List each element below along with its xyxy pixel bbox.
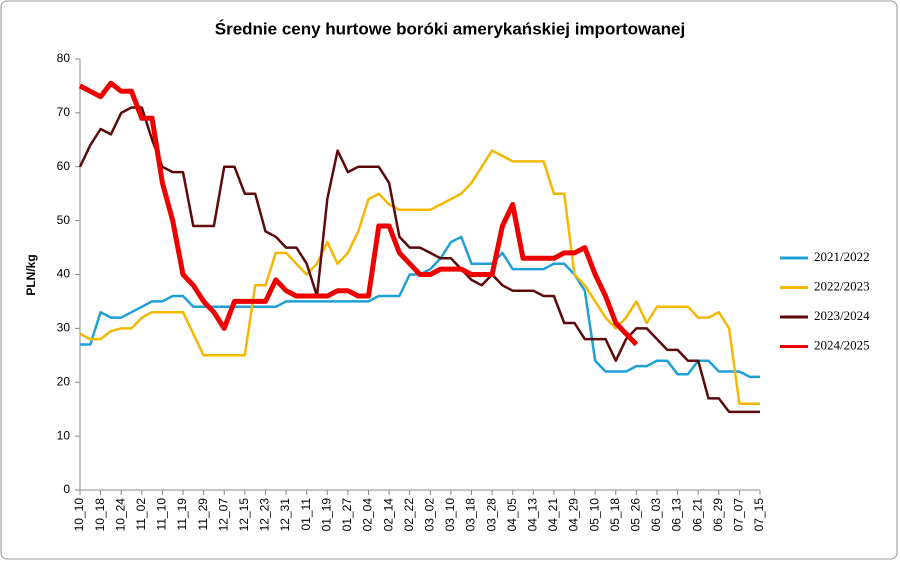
x-tick-label: 10_10 [72,498,86,532]
x-tick-label: 02_04 [361,498,375,532]
legend-label: 2023/2024 [814,308,870,323]
x-tick-label: 11_02 [134,498,148,531]
x-tick-label: 05_18 [608,498,622,532]
x-tick-label: 02_14 [381,498,395,532]
series-line [78,80,639,347]
y-tick-label: 30 [57,321,71,335]
x-tick-label: 04_21 [546,498,560,532]
x-tick-label: 06_21 [690,498,704,532]
x-tick-label: 05_26 [629,498,643,532]
x-tick-label: 11_19 [175,498,189,531]
legend: 2021/2022 2022/2023 2023/2024 2024/2025 [780,249,870,352]
x-tick-label: 10_24 [113,498,127,532]
legend-label: 2022/2023 [814,278,870,293]
x-tick-label: 01_11 [299,498,313,531]
x-tick-label: 11_10 [155,498,169,531]
x-tick-label: 12_15 [237,498,251,532]
x-tick-label: 12_23 [258,498,272,532]
y-tick-label: 20 [57,374,71,388]
x-tick-label: 03_28 [484,498,498,532]
legend-label: 2024/2025 [814,337,870,352]
y-tick-label: 60 [57,159,71,173]
x-tick-label: 11_29 [196,498,210,531]
y-tick-label: 70 [57,105,71,119]
x-tick-label: 10_18 [93,498,107,532]
x-tick-label: 01_19 [319,498,333,532]
y-tick-label: 40 [57,267,71,281]
x-tick-label: 06_03 [649,498,663,532]
x-tick-label: 04_05 [505,498,519,532]
x-tick-label: 12_31 [278,498,292,532]
x-tick-label: 03_18 [464,498,478,532]
legend-label: 2021/2022 [814,249,870,264]
x-tick-label: 02_22 [402,498,416,532]
x-tick-label: 07_07 [732,498,746,532]
x-tick-label: 01_27 [340,498,354,532]
x-tick-label: 04_13 [526,498,540,532]
x-tick-label: 03_10 [443,498,457,532]
y-tick-label: 80 [57,51,71,65]
series-line [79,149,760,406]
x-tick-label: 06_13 [670,498,684,532]
series-line [78,106,760,414]
x-tick-label: 05_10 [587,498,601,532]
y-tick-label: 10 [57,428,71,442]
x-tick-label: 07_15 [752,498,766,532]
y-tick-label: 50 [57,213,71,227]
x-tick-label: 03_02 [422,498,436,532]
x-tick-label: 04_29 [567,498,581,532]
x-tick-label: 06_29 [711,498,725,532]
y-tick-label: 0 [63,482,70,496]
x-tick-label: 12_07 [216,498,230,532]
y-axis-label: PLN/kg [24,254,38,295]
chart-title: Średnie ceny hurtowe boróki amerykańskie… [215,19,685,38]
